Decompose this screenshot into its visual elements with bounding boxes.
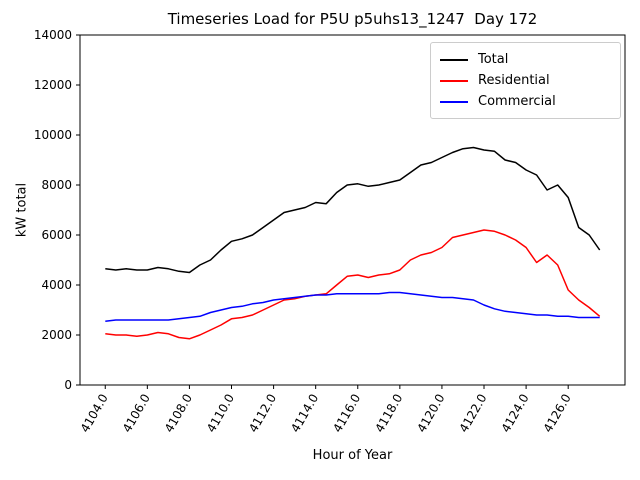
x-tick-label: 4108.0 bbox=[162, 392, 195, 435]
y-tick-label: 0 bbox=[64, 378, 72, 392]
x-tick-label: 4126.0 bbox=[541, 392, 574, 435]
x-tick-label: 4124.0 bbox=[499, 392, 532, 435]
chart-title: Timeseries Load for P5U p5uhs13_1247 Day… bbox=[167, 10, 538, 28]
series-line-commercial bbox=[105, 291, 600, 323]
legend-line-swatch bbox=[440, 58, 468, 61]
x-tick-label: 4122.0 bbox=[456, 392, 489, 435]
x-axis-label: Hour of Year bbox=[312, 448, 393, 463]
y-tick-label: 6000 bbox=[41, 228, 72, 242]
y-tick-label: 4000 bbox=[41, 278, 72, 292]
x-tick-label: 4118.0 bbox=[372, 392, 405, 435]
x-tick-label: 4116.0 bbox=[330, 392, 363, 435]
y-tick-label: 10000 bbox=[34, 128, 72, 142]
x-tick-label: 4110.0 bbox=[204, 392, 237, 435]
legend-label: Residential bbox=[478, 73, 550, 88]
series-line-residential bbox=[105, 229, 601, 340]
y-tick-label: 8000 bbox=[41, 178, 72, 192]
y-tick-label: 2000 bbox=[41, 328, 72, 342]
y-axis-label: kW total bbox=[14, 182, 30, 238]
x-tick-label: 4106.0 bbox=[120, 392, 153, 435]
x-tick-label: 4104.0 bbox=[78, 392, 111, 435]
axes-frame bbox=[79, 34, 626, 386]
legend-item-total: Total bbox=[440, 49, 610, 70]
legend-item-commercial: Commercial bbox=[440, 91, 610, 112]
legend-label: Commercial bbox=[478, 94, 556, 109]
x-tick-label: 4120.0 bbox=[414, 392, 447, 435]
x-tick-label: 4114.0 bbox=[288, 392, 321, 435]
legend-line-swatch bbox=[440, 100, 468, 103]
legend-item-residential: Residential bbox=[440, 70, 610, 91]
series-line-total bbox=[105, 146, 601, 274]
x-tick-label: 4112.0 bbox=[246, 392, 279, 435]
y-tick-label: 12000 bbox=[34, 78, 72, 92]
legend: Total Residential Commercial bbox=[430, 42, 621, 119]
y-tick-label: 14000 bbox=[34, 28, 72, 42]
legend-line-swatch bbox=[440, 79, 468, 82]
legend-label: Total bbox=[478, 52, 509, 67]
